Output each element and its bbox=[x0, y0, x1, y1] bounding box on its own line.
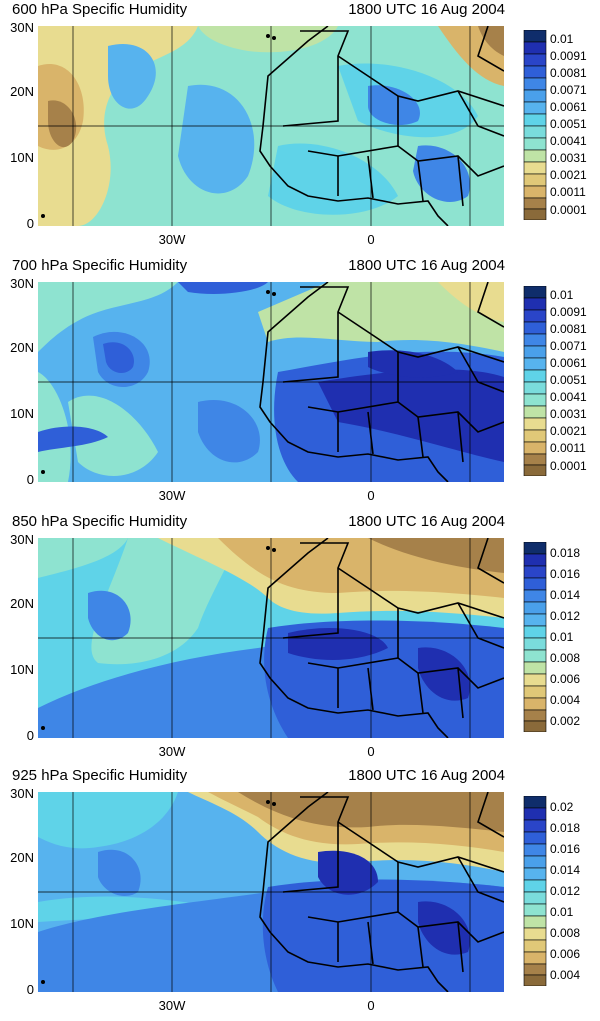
time-title: 1800 UTC 16 Aug 2004 bbox=[348, 257, 505, 274]
y-tick-0: 0 bbox=[26, 728, 34, 743]
level-title: 600 hPa Specific Humidity bbox=[12, 1, 188, 18]
colorbar-label: 0.004 bbox=[550, 968, 581, 982]
humidity-map bbox=[38, 538, 504, 738]
colorbar-label: 0.0021 bbox=[550, 168, 587, 182]
panel-title: 700 hPa Specific Humidity 1800 UTC 16 Au… bbox=[0, 256, 505, 278]
colorbar-label: 0.0071 bbox=[550, 339, 587, 353]
colorbar-label: 0.018 bbox=[550, 546, 581, 560]
colorbar-label: 0.0001 bbox=[550, 459, 587, 473]
humidity-map bbox=[38, 282, 504, 482]
y-tick-0: 0 bbox=[26, 982, 34, 997]
y-tick-10n: 10N bbox=[10, 406, 34, 421]
y-tick-10n: 10N bbox=[10, 916, 34, 931]
x-tick-0: 0 bbox=[367, 232, 375, 247]
colorbar-label: 0.0041 bbox=[550, 390, 587, 404]
panel-title: 600 hPa Specific Humidity 1800 UTC 16 Au… bbox=[0, 0, 505, 22]
x-tick-30w: 30W bbox=[158, 744, 186, 759]
x-tick-0: 0 bbox=[367, 998, 375, 1013]
colorbar-label: 0.0051 bbox=[550, 117, 587, 131]
colorbar-label: 0.0081 bbox=[550, 322, 587, 336]
colorbar-label: 0.01 bbox=[550, 905, 574, 919]
colorbar-label: 0.02 bbox=[550, 800, 574, 814]
colorbar-label: 0.002 bbox=[550, 714, 581, 728]
colorbar-label: 0.0011 bbox=[550, 441, 586, 455]
colorbar-label: 0.0011 bbox=[550, 185, 586, 199]
colorbar-label: 0.0071 bbox=[550, 83, 587, 97]
colorbar: 0.01 0.0091 0.0081 0.0071 0.0061 0.0051 … bbox=[522, 286, 600, 476]
x-tick-0: 0 bbox=[367, 744, 375, 759]
colorbar-label: 0.012 bbox=[550, 609, 581, 623]
y-tick-30n: 30N bbox=[10, 20, 34, 35]
colorbar-label: 0.0031 bbox=[550, 407, 587, 421]
y-tick-30n: 30N bbox=[10, 532, 34, 547]
panel-600hpa: 600 hPa Specific Humidity 1800 UTC 16 Au… bbox=[0, 0, 600, 255]
colorbar-label: 0.016 bbox=[550, 567, 581, 581]
colorbar-label: 0.01 bbox=[550, 288, 574, 302]
colorbar-label: 0.006 bbox=[550, 672, 581, 686]
colorbar-label: 0.0031 bbox=[550, 151, 587, 165]
colorbar-label: 0.016 bbox=[550, 842, 581, 856]
y-tick-10n: 10N bbox=[10, 662, 34, 677]
colorbar-label: 0.014 bbox=[550, 863, 581, 877]
map-area bbox=[38, 792, 504, 992]
colorbar-label: 0.0061 bbox=[550, 100, 587, 114]
colorbar-label: 0.014 bbox=[550, 588, 581, 602]
y-tick-20n: 20N bbox=[10, 596, 34, 611]
x-tick-30w: 30W bbox=[158, 998, 186, 1013]
colorbar-label: 0.006 bbox=[550, 947, 581, 961]
humidity-map bbox=[38, 792, 504, 992]
colorbar-label: 0.0001 bbox=[550, 203, 587, 217]
y-tick-20n: 20N bbox=[10, 84, 34, 99]
colorbar-label: 0.0051 bbox=[550, 373, 587, 387]
colorbar-label: 0.0091 bbox=[550, 305, 587, 319]
y-tick-30n: 30N bbox=[10, 786, 34, 801]
colorbar-label: 0.01 bbox=[550, 32, 574, 46]
y-tick-10n: 10N bbox=[10, 150, 34, 165]
colorbar-label: 0.008 bbox=[550, 651, 581, 665]
x-tick-30w: 30W bbox=[158, 488, 186, 503]
y-tick-0: 0 bbox=[26, 472, 34, 487]
panel-700hpa: 700 hPa Specific Humidity 1800 UTC 16 Au… bbox=[0, 256, 600, 511]
y-tick-0: 0 bbox=[26, 216, 34, 231]
colorbar-label: 0.0091 bbox=[550, 49, 587, 63]
x-tick-30w: 30W bbox=[158, 232, 186, 247]
x-tick-0: 0 bbox=[367, 488, 375, 503]
colorbar-label: 0.01 bbox=[550, 630, 574, 644]
colorbar-label: 0.018 bbox=[550, 821, 581, 835]
panel-850hpa: 850 hPa Specific Humidity 1800 UTC 16 Au… bbox=[0, 512, 600, 767]
y-tick-20n: 20N bbox=[10, 340, 34, 355]
colorbar-label: 0.0041 bbox=[550, 134, 587, 148]
colorbar-label: 0.012 bbox=[550, 884, 581, 898]
colorbar: 0.01 0.0091 0.0081 0.0071 0.0061 0.0051 … bbox=[522, 30, 600, 220]
level-title: 700 hPa Specific Humidity bbox=[12, 257, 188, 274]
panel-title: 850 hPa Specific Humidity 1800 UTC 16 Au… bbox=[0, 512, 505, 534]
time-title: 1800 UTC 16 Aug 2004 bbox=[348, 767, 505, 784]
colorbar: 0.02 0.018 0.016 0.014 0.012 0.01 0.008 … bbox=[522, 796, 600, 986]
panel-925hpa: 925 hPa Specific Humidity 1800 UTC 16 Au… bbox=[0, 766, 600, 1021]
colorbar-label: 0.0081 bbox=[550, 66, 587, 80]
level-title: 925 hPa Specific Humidity bbox=[12, 767, 188, 784]
colorbar-label: 0.008 bbox=[550, 926, 581, 940]
colorbar-swatches bbox=[523, 796, 547, 986]
y-tick-30n: 30N bbox=[10, 276, 34, 291]
time-title: 1800 UTC 16 Aug 2004 bbox=[348, 1, 505, 18]
map-area bbox=[38, 26, 504, 226]
map-area bbox=[38, 538, 504, 738]
y-tick-20n: 20N bbox=[10, 850, 34, 865]
panel-title: 925 hPa Specific Humidity 1800 UTC 16 Au… bbox=[0, 766, 505, 788]
colorbar: 0.018 0.016 0.014 0.012 0.01 0.008 0.006… bbox=[522, 542, 600, 732]
colorbar-swatches bbox=[523, 286, 547, 476]
colorbar-swatches bbox=[523, 542, 547, 732]
map-area bbox=[38, 282, 504, 482]
time-title: 1800 UTC 16 Aug 2004 bbox=[348, 513, 505, 530]
humidity-map bbox=[38, 26, 504, 226]
level-title: 850 hPa Specific Humidity bbox=[12, 513, 188, 530]
colorbar-label: 0.0061 bbox=[550, 356, 587, 370]
colorbar-label: 0.004 bbox=[550, 693, 581, 707]
colorbar-label: 0.0021 bbox=[550, 424, 587, 438]
colorbar-swatches bbox=[523, 30, 547, 220]
